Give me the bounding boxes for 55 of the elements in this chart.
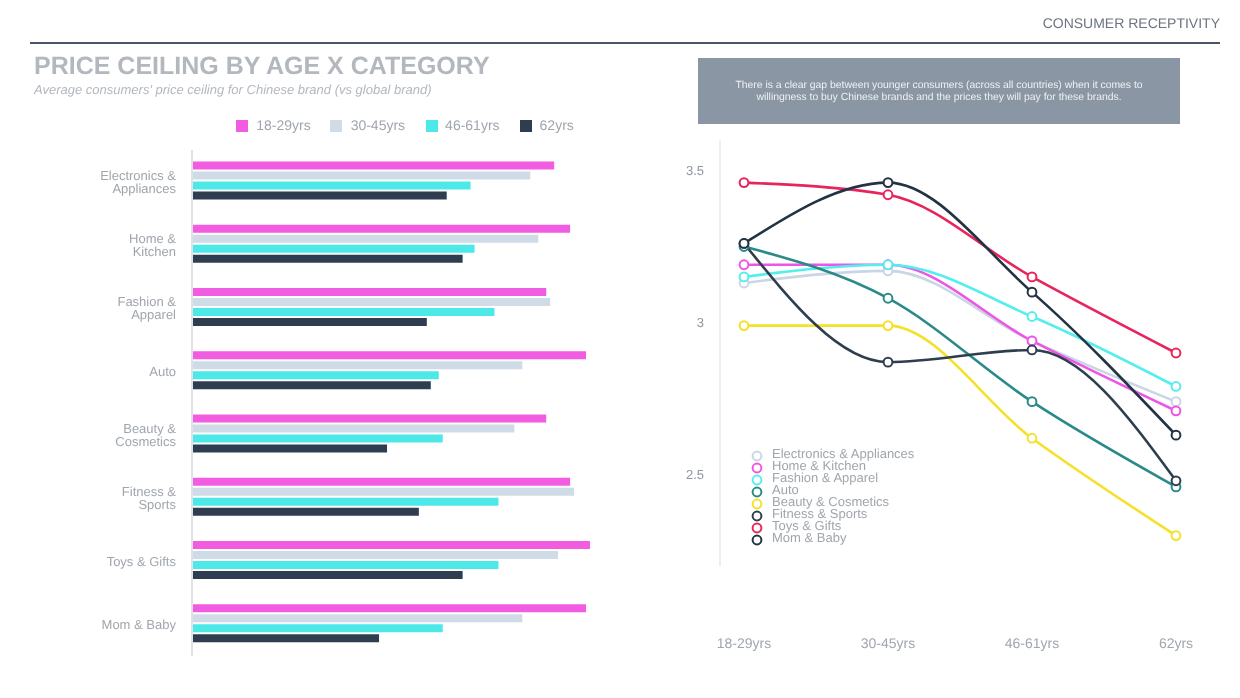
bar bbox=[192, 424, 515, 433]
bar bbox=[192, 297, 551, 306]
bar bbox=[192, 487, 575, 496]
point bbox=[1170, 396, 1182, 408]
bar bbox=[192, 540, 590, 549]
bar bbox=[192, 234, 539, 243]
bar bbox=[192, 361, 523, 370]
bar bbox=[192, 550, 559, 559]
bar bbox=[192, 287, 547, 296]
point bbox=[1170, 429, 1182, 441]
bar bbox=[192, 161, 555, 170]
point bbox=[1026, 271, 1038, 283]
bar bbox=[192, 171, 531, 180]
bar bbox=[192, 560, 499, 569]
point bbox=[882, 177, 894, 188]
point bbox=[1170, 405, 1182, 417]
bar bbox=[192, 414, 547, 423]
bar bbox=[192, 381, 431, 390]
bar bbox=[192, 604, 587, 613]
point bbox=[738, 320, 750, 332]
point bbox=[1170, 530, 1182, 541]
bar bbox=[192, 244, 475, 253]
point bbox=[1026, 396, 1038, 408]
chart-title: PRICE CEILING BY AGE X CATEGORY bbox=[34, 52, 490, 80]
point bbox=[1026, 286, 1038, 298]
point bbox=[1026, 344, 1038, 356]
bar bbox=[192, 434, 443, 443]
bar bbox=[192, 497, 499, 506]
bar bbox=[192, 614, 523, 623]
bar bbox=[192, 317, 427, 326]
bar bbox=[192, 351, 587, 360]
bar bbox=[192, 570, 463, 579]
bar bbox=[192, 507, 419, 516]
point bbox=[1170, 475, 1182, 487]
bar bbox=[192, 224, 571, 233]
bar bbox=[192, 477, 571, 486]
point bbox=[1170, 347, 1182, 359]
point bbox=[1026, 432, 1038, 444]
bar bbox=[192, 634, 380, 643]
point bbox=[1170, 381, 1182, 392]
bar bbox=[192, 444, 388, 453]
point bbox=[1026, 311, 1038, 322]
point bbox=[738, 271, 750, 283]
point bbox=[738, 259, 750, 271]
bar bbox=[192, 307, 495, 316]
point bbox=[882, 292, 894, 304]
bar bbox=[192, 624, 443, 633]
bar bbox=[192, 191, 447, 200]
bar bbox=[192, 181, 471, 190]
point bbox=[882, 320, 894, 332]
point bbox=[738, 177, 750, 188]
point bbox=[882, 356, 894, 368]
bar bbox=[192, 371, 439, 380]
bar bbox=[192, 254, 463, 263]
point bbox=[882, 189, 894, 201]
